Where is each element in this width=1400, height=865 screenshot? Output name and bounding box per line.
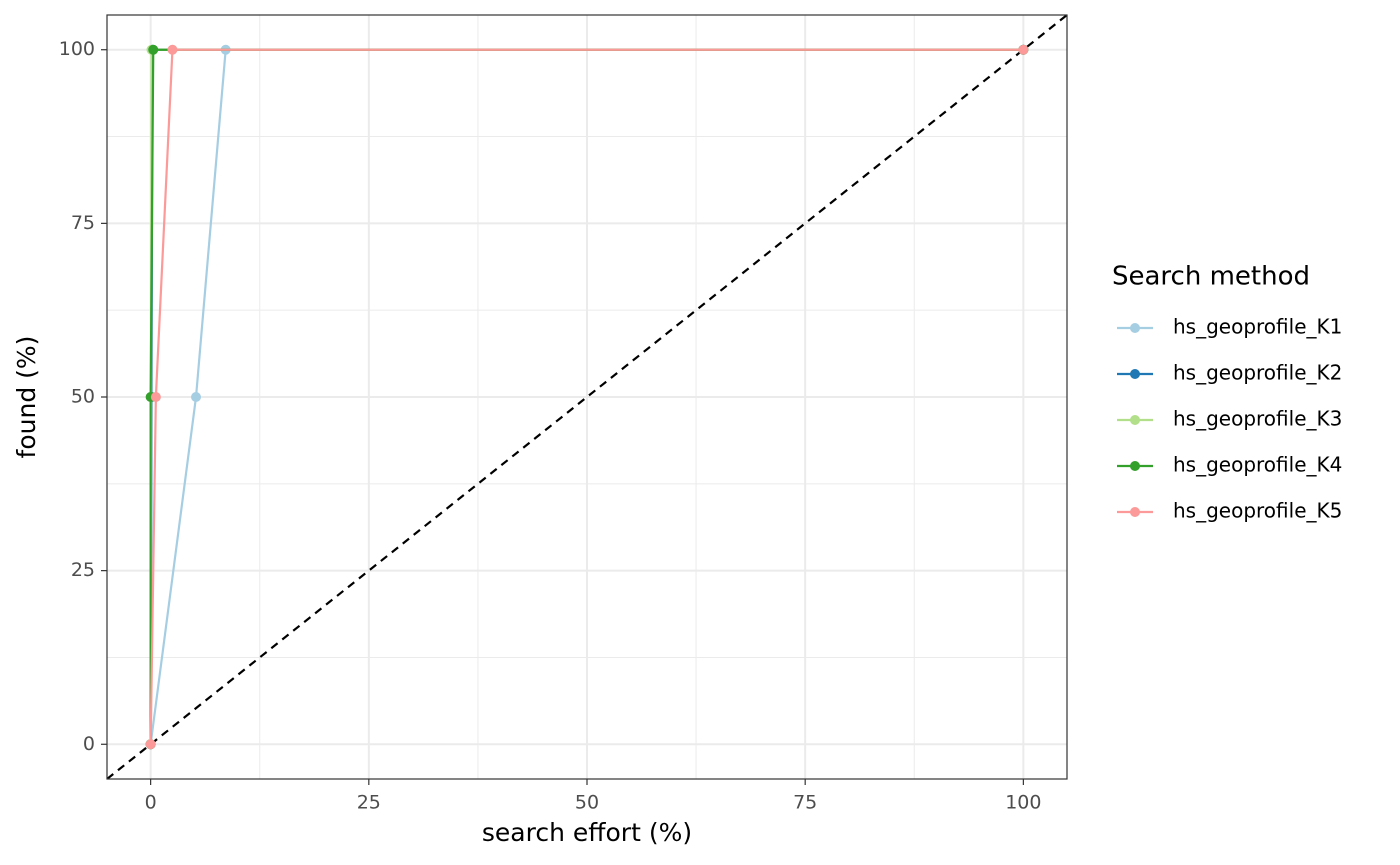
legend-label: hs_geoprofile_K5 xyxy=(1173,499,1342,523)
legend-title: Search method xyxy=(1112,262,1310,292)
data-point xyxy=(150,392,161,402)
data-point xyxy=(191,392,202,402)
legend-label: hs_geoprofile_K2 xyxy=(1173,361,1342,385)
y-axis-title: found (%) xyxy=(12,336,41,459)
x-tick-label: 100 xyxy=(1005,792,1041,814)
x-tick-label: 50 xyxy=(575,792,599,814)
legend-key-point xyxy=(1130,369,1140,379)
y-tick-label: 50 xyxy=(71,386,95,408)
legend-key-point xyxy=(1130,507,1140,517)
series-line xyxy=(149,48,1024,745)
y-tick-label: 25 xyxy=(71,559,95,581)
data-point xyxy=(148,44,159,55)
legend-key-point xyxy=(1130,323,1140,333)
legend-key-point xyxy=(1130,415,1140,425)
data-point xyxy=(1018,44,1029,55)
y-tick-label: 75 xyxy=(71,212,95,234)
x-axis-title: search effort (%) xyxy=(482,818,692,847)
legend-label: hs_geoprofile_K4 xyxy=(1173,453,1342,477)
legend-key-point xyxy=(1130,461,1140,471)
x-tick-label: 75 xyxy=(793,792,817,814)
x-tick-label: 0 xyxy=(145,792,157,814)
legend-label: hs_geoprofile_K3 xyxy=(1173,407,1342,431)
reference-line xyxy=(107,15,1067,779)
data-point xyxy=(167,44,178,55)
y-tick-label: 100 xyxy=(59,38,95,60)
x-tick-label: 25 xyxy=(357,792,381,814)
y-tick-label: 0 xyxy=(83,733,95,755)
legend-label: hs_geoprofile_K1 xyxy=(1173,315,1342,339)
data-point xyxy=(145,739,156,750)
